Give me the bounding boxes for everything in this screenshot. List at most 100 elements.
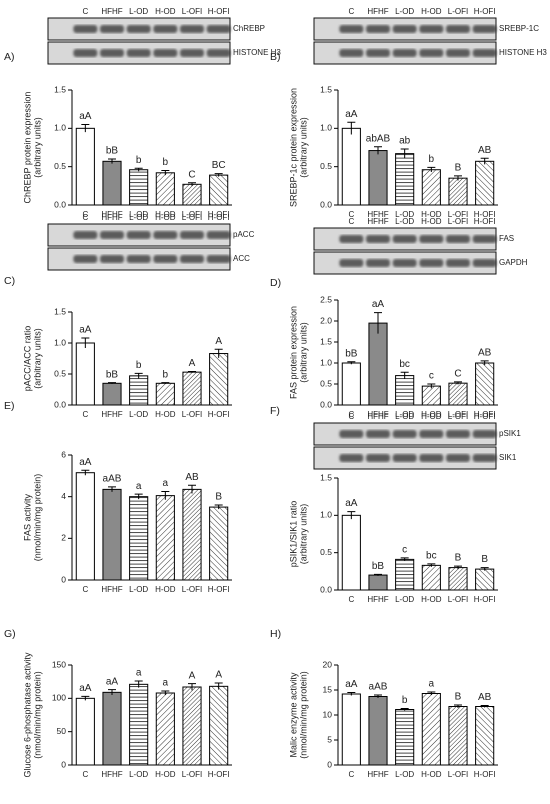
error-bar (480, 567, 489, 571)
blot-band (472, 259, 497, 267)
x-tick-label: C (348, 595, 354, 604)
bar (341, 693, 361, 766)
y-tick-label: 1.0 (54, 123, 66, 133)
lane-label: H-OFI (208, 213, 230, 222)
blot-label: GAPDH (499, 258, 528, 267)
significance-letter: b (163, 369, 169, 380)
bar (209, 174, 229, 206)
y-tick-label: 0.5 (54, 161, 66, 171)
significance-letter: bB (345, 348, 358, 359)
lane-label: L-OFI (448, 7, 468, 16)
lane-label: HFHF (101, 213, 122, 222)
bar (129, 169, 149, 206)
blot-band (339, 454, 364, 462)
bar (448, 177, 468, 206)
error-bar (81, 695, 90, 701)
blot-band (419, 259, 444, 267)
blot-band (153, 25, 178, 33)
error-bar (454, 175, 462, 181)
significance-letter: b (429, 154, 435, 165)
y-tick-label: 0.0 (320, 584, 332, 594)
significance-letter: c (429, 371, 434, 382)
bar (182, 686, 202, 766)
blot-band (446, 235, 470, 243)
y-tick-label: 0.5 (320, 547, 332, 557)
significance-letter: AB (478, 145, 492, 156)
lane-label: H-OD (421, 7, 442, 16)
y-tick-label: 0.5 (54, 368, 66, 378)
blot-band (392, 235, 417, 243)
blot-band (73, 25, 98, 33)
lane-label: HFHF (367, 7, 388, 16)
significance-letter: bc (399, 359, 410, 370)
significance-letter: bB (372, 561, 385, 572)
y-tick-label: 0.5 (320, 378, 332, 388)
x-tick-label: HFHF (101, 210, 122, 219)
significance-letter: abAB (366, 133, 391, 144)
error-bar (108, 158, 116, 164)
blot-band (392, 25, 417, 33)
significance-letter: aA (106, 676, 119, 687)
y-axis-label: FAS activity (22, 493, 32, 541)
significance-letter: A (215, 336, 222, 347)
bar (155, 382, 175, 406)
blot-label: HISTONE H3 (499, 48, 547, 57)
y-tick-label: 0 (61, 759, 66, 769)
x-tick-label: H-OFI (474, 595, 496, 604)
significance-letter: c (402, 545, 407, 556)
bar (75, 472, 95, 581)
blot-band (339, 235, 364, 243)
bar (395, 375, 415, 406)
significance-letter: B (481, 554, 488, 565)
significance-letter: B (455, 553, 462, 564)
significance-letter: bB (106, 146, 119, 157)
x-tick-label: C (348, 210, 354, 219)
blot-band (153, 49, 178, 57)
bar (421, 385, 441, 406)
blot-band (153, 255, 178, 263)
error-bar (427, 691, 436, 695)
blot-band (419, 235, 444, 243)
blot-label: HISTONE H3 (233, 48, 281, 57)
lane-label: H-OFI (474, 217, 496, 226)
blot-band (366, 25, 390, 33)
lane-label: H-OFI (208, 7, 230, 16)
error-bar (81, 124, 90, 133)
blot-band (206, 231, 231, 239)
blot-band (419, 49, 444, 57)
y-tick-label: 0.0 (54, 199, 66, 209)
blot-band (472, 454, 497, 462)
error-bar (161, 170, 170, 176)
blot-band (180, 49, 204, 57)
y-tick-label: 150 (52, 659, 66, 669)
x-tick-label: HFHF (367, 595, 388, 604)
x-tick-label: H-OD (421, 410, 442, 419)
y-axis-unit: (arbitrary units) (298, 117, 308, 178)
lane-label: HFHF (367, 412, 388, 421)
bar (341, 514, 361, 591)
y-tick-label: 5 (327, 734, 332, 744)
blot-band (419, 25, 444, 33)
y-axis-unit: (arbitrary units) (32, 328, 42, 389)
significance-letter: aA (79, 457, 92, 468)
blot-band (100, 231, 124, 239)
x-tick-label: H-OD (155, 410, 176, 419)
x-tick-label: H-OD (155, 585, 176, 594)
lane-label: L-OFI (448, 217, 468, 226)
lane-label: L-OD (395, 217, 414, 226)
x-tick-label: H-OFI (208, 585, 230, 594)
bar (421, 693, 441, 766)
y-axis-label: SREBP-1c protein expression (288, 88, 298, 207)
blot-band (73, 49, 98, 57)
blot-label: pSIK1 (499, 429, 521, 438)
bar (129, 375, 149, 406)
y-axis-unit: (nmol/min/mg protein) (298, 671, 308, 759)
y-tick-label: 0.0 (320, 399, 332, 409)
blot-band (339, 49, 364, 57)
blot-label: SIK1 (499, 453, 517, 462)
x-tick-label: H-OFI (474, 210, 496, 219)
blot-band (339, 25, 364, 33)
bar (368, 574, 388, 591)
blot-band (206, 25, 231, 33)
